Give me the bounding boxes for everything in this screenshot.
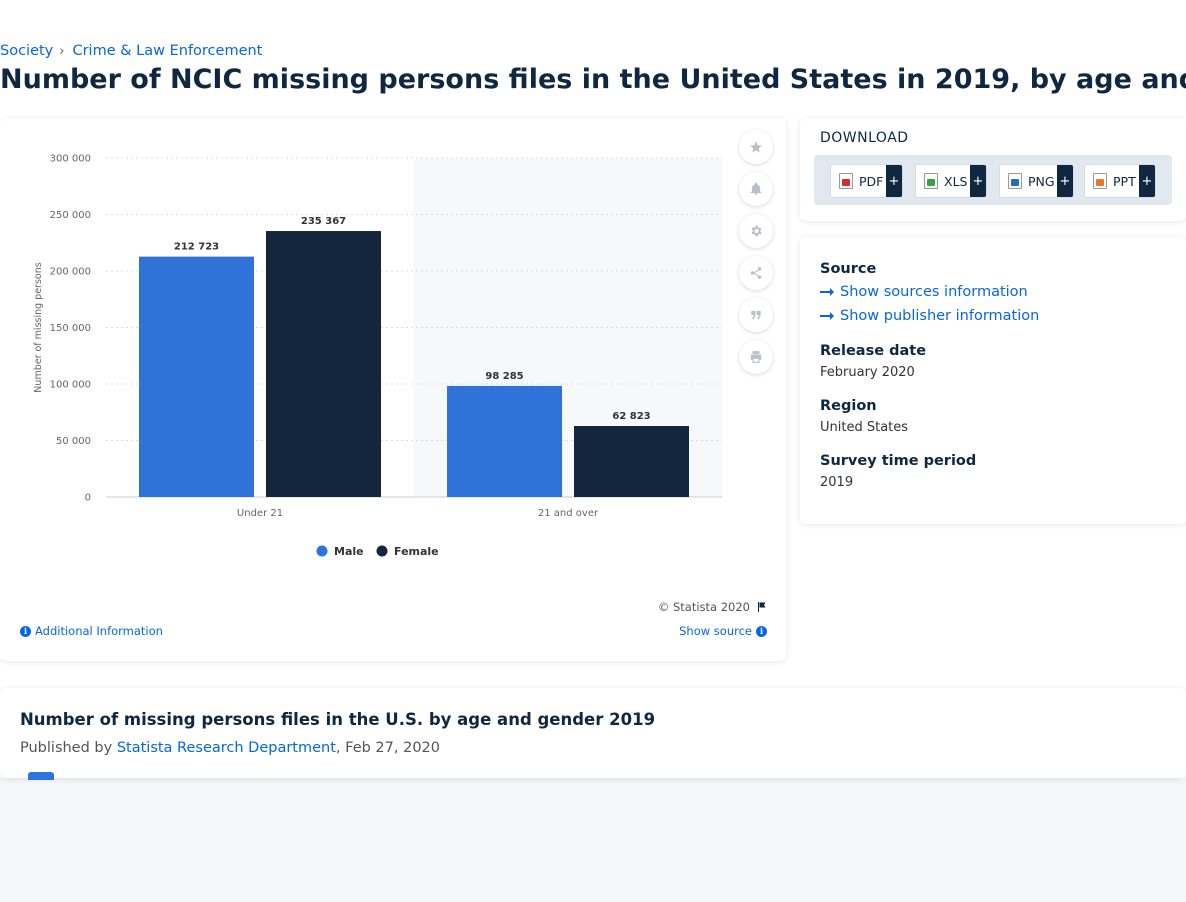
print-icon — [750, 351, 762, 363]
download-xls-button[interactable]: XLS + — [915, 164, 987, 198]
legend-marker-female — [376, 545, 388, 557]
share-icon — [750, 267, 762, 279]
y-tick-label: 250 000 — [50, 210, 91, 221]
release-date-value: February 2020 — [820, 365, 915, 380]
info-icon: i — [20, 625, 31, 637]
data-label: 212 723 — [174, 242, 219, 253]
legend-label-female: Female — [394, 545, 439, 558]
data-label: 235 367 — [301, 216, 346, 227]
survey-period-label: Survey time period — [820, 453, 977, 469]
description-card: Number of missing persons files in the U… — [0, 688, 1186, 778]
survey-period-value: 2019 — [820, 475, 854, 490]
y-tick-label: 150 000 — [50, 323, 91, 334]
y-tick-label: 300 000 — [50, 154, 91, 165]
copyright-notice: © Statista 2020 — [658, 600, 768, 614]
gear-icon — [751, 225, 762, 237]
settings-button[interactable] — [739, 214, 773, 248]
show-publisher-link[interactable]: Show publisher information — [820, 308, 1039, 324]
breadcrumb-society-link[interactable]: Society — [0, 43, 54, 59]
download-png-label: PNG — [1028, 173, 1055, 189]
published-by-line: Published by Statista Research Departmen… — [20, 740, 440, 756]
y-tick-label: 100 000 — [50, 380, 91, 391]
bar-female-1 — [574, 426, 689, 497]
show-source-link[interactable]: Show source i — [679, 624, 767, 638]
statistic-details-card: Source Show sources information Show pub… — [800, 237, 1186, 524]
show-source-label: Show source — [679, 624, 752, 638]
bar-chart: 0 50 000 100 000 150 000 200 000 250 000 300 0… — [33, 154, 722, 558]
y-tick-label: 50 000 — [56, 436, 91, 447]
breadcrumb-separator: › — [59, 43, 65, 59]
arrow-right-icon — [820, 288, 834, 296]
release-date-label: Release date — [820, 343, 927, 359]
notification-button[interactable] — [739, 172, 773, 206]
bar-male-1 — [447, 385, 562, 497]
share-button[interactable] — [739, 256, 773, 290]
additional-information-link[interactable]: i Additional Information — [20, 624, 163, 638]
breadcrumb: Society › Crime & Law Enforcement — [0, 43, 262, 59]
arrow-right-icon — [820, 312, 834, 320]
chart-card: 0 50 000 100 000 150 000 200 000 250 000 300 0… — [0, 118, 786, 661]
data-label: 98 285 — [485, 371, 523, 382]
legend-marker-male — [316, 545, 328, 557]
region-value: United States — [820, 420, 909, 435]
copyright-text: © Statista 2020 — [657, 600, 750, 614]
source-label: Source — [820, 261, 877, 277]
bar-female-0 — [266, 231, 381, 498]
xls-file-icon — [924, 173, 938, 189]
tab-indicator — [28, 772, 54, 780]
star-icon — [750, 141, 762, 153]
download-png-plus[interactable]: + — [1057, 165, 1073, 197]
info-icon: i — [756, 625, 767, 637]
data-label: 62 823 — [612, 411, 650, 422]
bar-male-0 — [139, 256, 254, 497]
download-card: DOWNLOAD PDF + XLS + PNG + PPT + — [800, 118, 1186, 221]
y-tick-label: 0 — [85, 493, 91, 504]
download-ppt-label: PPT — [1113, 173, 1136, 189]
additional-information-label: Additional Information — [35, 624, 163, 638]
print-button[interactable] — [739, 340, 773, 374]
publisher-link[interactable]: Statista Research Department — [116, 740, 336, 756]
breadcrumb-crime-link[interactable]: Crime & Law Enforcement — [72, 43, 263, 59]
region-label: Region — [820, 398, 877, 414]
download-toolbar: PDF + XLS + PNG + PPT + — [814, 155, 1172, 205]
download-title: DOWNLOAD — [820, 130, 909, 146]
download-pdf-label: PDF — [859, 173, 884, 189]
y-axis-title: Number of missing persons — [33, 262, 44, 392]
download-pdf-button[interactable]: PDF + — [830, 164, 903, 198]
show-publisher-label: Show publisher information — [840, 308, 1040, 324]
download-ppt-plus[interactable]: + — [1139, 165, 1155, 197]
publish-date: , Feb 27, 2020 — [335, 740, 440, 756]
cite-button[interactable] — [739, 298, 773, 332]
download-png-button[interactable]: PNG + — [999, 164, 1074, 198]
ppt-file-icon — [1093, 173, 1107, 189]
flag-icon[interactable] — [756, 601, 768, 613]
download-xls-plus[interactable]: + — [970, 165, 986, 197]
download-ppt-button[interactable]: PPT + — [1084, 164, 1156, 198]
pdf-file-icon — [839, 173, 853, 189]
png-file-icon — [1008, 173, 1022, 189]
page-title: Number of NCIC missing persons files in … — [0, 64, 1186, 95]
published-by-label: Published by — [20, 740, 117, 756]
bell-icon — [750, 182, 762, 195]
x-tick-label: 21 and over — [538, 508, 599, 519]
favorite-star-button[interactable] — [739, 130, 773, 164]
show-sources-label: Show sources information — [840, 284, 1028, 300]
download-xls-label: XLS — [944, 173, 968, 189]
quote-icon — [751, 310, 761, 320]
download-pdf-plus[interactable]: + — [886, 165, 902, 197]
x-tick-label: Under 21 — [237, 508, 283, 519]
legend-label-male: Male — [334, 545, 364, 558]
y-tick-label: 200 000 — [50, 267, 91, 278]
show-sources-link[interactable]: Show sources information — [820, 284, 1028, 300]
description-title: Number of missing persons files in the U… — [20, 710, 656, 729]
